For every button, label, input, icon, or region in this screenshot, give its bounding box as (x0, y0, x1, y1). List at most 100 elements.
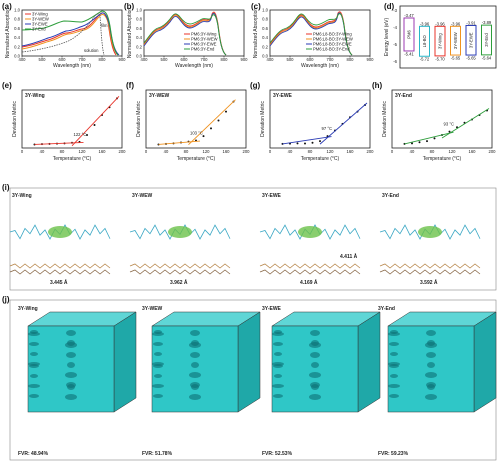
x-tick-label: 700 (327, 57, 335, 62)
pore (390, 374, 398, 378)
pore (154, 352, 162, 356)
panel-h: (h) 3Y-End 93 °C 0 40 80 120 160 200 Temperature … (372, 81, 496, 162)
pore (189, 372, 201, 378)
y-tick-label: 0.6 (136, 26, 142, 31)
x-tick-label: 500 (161, 57, 169, 62)
cube-3: 3Y-End FVR: 59.23% (378, 306, 497, 457)
y-tick-label: 0.8 (14, 17, 20, 22)
x-tick-label: 40 (164, 149, 169, 154)
pore (66, 330, 76, 336)
energy-bar (465, 24, 477, 56)
pore (29, 342, 39, 346)
pore (426, 330, 436, 336)
pore (274, 352, 282, 356)
ylabel: Deviation Metric (136, 101, 142, 137)
d-ytick: -6 (393, 59, 397, 64)
data-point (418, 141, 421, 144)
y-tick-label: 0.6 (14, 26, 20, 31)
legend-c: PM6:L8-BO:3Y-Wing PM6:L8-BO:3Y-WEW PM6:L… (306, 32, 353, 52)
y-tick-label: 0.0 (14, 54, 20, 59)
pore (310, 352, 320, 358)
fit-line-low (158, 140, 201, 145)
ylabel-c: Normalized Absorption (253, 8, 259, 59)
data-point (448, 130, 451, 133)
x-tick-label: 80 (184, 149, 189, 154)
x-tick-label: 800 (221, 57, 229, 62)
core-cluster (298, 226, 322, 238)
stacked-chain (379, 269, 481, 275)
lumo-label: -3.96 (435, 21, 445, 26)
x-tick-label: 0 (145, 149, 148, 154)
x-tick-label: 0 (21, 149, 24, 154)
y-tick-label: 0.8 (262, 17, 268, 22)
data-point (426, 140, 428, 143)
panel-label-f: (f) (126, 81, 134, 90)
x-tick-label: 0 (391, 149, 394, 154)
cube-name: 3Y-WEW (142, 306, 163, 312)
x-tick-label: 200 (489, 149, 497, 154)
panel-label-a: (a) (2, 2, 12, 11)
xlabel: Temperature (°C) (301, 156, 340, 162)
pore (189, 342, 201, 348)
legend-b-ewe: PM6:3Y-EWE (191, 42, 217, 47)
data-point (210, 127, 212, 130)
y-tick-label: 1.0 (262, 8, 268, 13)
y-tick-label: 0.0 (262, 54, 268, 59)
core-cluster (418, 226, 442, 238)
transition-label: 97 °C (322, 126, 333, 131)
cube-name: 3Y-EWE (262, 306, 282, 312)
x-tick-label: 400 (141, 57, 149, 62)
pore (388, 384, 400, 388)
axes-g (269, 89, 371, 149)
cube-0: 3Y-Wing FVR: 48.94% (18, 306, 137, 457)
panel-i-frame (9, 187, 497, 291)
legend-a-wing: 3Y-Wing (32, 12, 48, 17)
x-tick-label: 700 (201, 57, 209, 62)
legend-a-wew: 3Y-WEW (32, 17, 49, 22)
y-tick-label: 0.2 (136, 44, 142, 49)
x-tick-label: 700 (79, 57, 87, 62)
energy-bar (403, 17, 415, 52)
pore (66, 352, 76, 358)
pore (390, 352, 398, 356)
x-tick-label: 80 (308, 149, 313, 154)
xlabel-c: Wavelength (nm) (301, 63, 339, 69)
pore (30, 374, 38, 378)
axes-f (145, 89, 247, 149)
homo-label: -5.70 (435, 56, 445, 61)
legend-b-end: PM6:3Y-End (191, 47, 215, 52)
x-tick-label: 160 (223, 149, 231, 154)
pore (388, 332, 400, 336)
x-tick-label: 120 (449, 149, 457, 154)
curve-a-wew (21, 14, 119, 56)
axes-h (391, 89, 493, 149)
pore (389, 364, 399, 368)
pore (427, 362, 435, 368)
panel-label-c: (c) (251, 2, 261, 11)
x-tick-label: 400 (267, 57, 275, 62)
pore (309, 394, 321, 400)
axes-c (269, 9, 371, 57)
stacking-distance-extra: 4.411 Å (340, 253, 358, 260)
curve-a-solution (21, 13, 105, 56)
y-tick-label: 0.4 (136, 35, 142, 40)
pore (65, 342, 77, 348)
pore (272, 384, 284, 388)
material-label: 3Y-WEW (453, 32, 458, 49)
x-tick-label: 200 (367, 149, 375, 154)
x-tick-label: 120 (327, 149, 335, 154)
molecule-views: 3Y-Wing 3.445 Å 3Y-WEW 3.962 Å 3Y-EWE 4.169 Å… (9, 193, 481, 286)
x-tick-label: 40 (410, 149, 415, 154)
fit-line-low (282, 136, 332, 145)
y-tick-label: 0.8 (136, 17, 142, 22)
x-tick-label: 900 (367, 57, 375, 62)
stacking-distance: 3.592 Å (420, 279, 438, 286)
cube-side (357, 311, 381, 413)
ylabel: Deviation Metric (382, 101, 388, 137)
material-label: 3Y-Wing (438, 33, 443, 49)
cube-views: 3Y-Wing FVR: 48.94% 3Y-WEW FVR: 51.78% 3Y-EW… (18, 306, 497, 457)
molecule-1: 3Y-WEW 3.962 Å (129, 193, 231, 286)
pore (153, 394, 163, 398)
d-yticks: -3 -4 -5 -6 (393, 8, 397, 64)
x-tick-label: 900 (119, 57, 127, 62)
